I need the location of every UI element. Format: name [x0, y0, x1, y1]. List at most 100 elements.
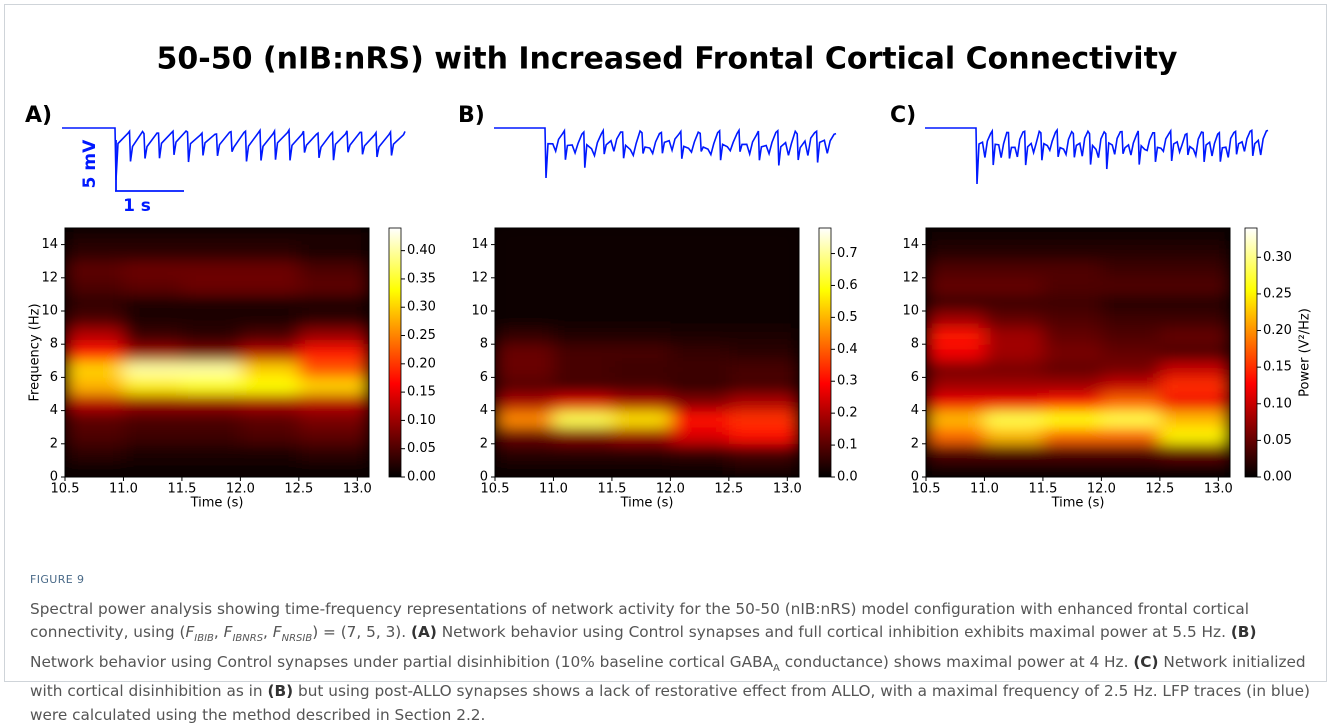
heat-cell	[1101, 277, 1161, 295]
heat-cell	[123, 244, 183, 262]
heat-cell	[1159, 443, 1231, 461]
heat-cell	[123, 294, 183, 312]
heat-cell	[1101, 294, 1161, 312]
heat-cell	[181, 410, 241, 428]
heat-cell	[181, 377, 241, 395]
heat-cell	[984, 228, 1044, 246]
heat-cell	[495, 394, 554, 412]
heat-cell	[123, 360, 183, 378]
lfp-trace	[494, 127, 837, 179]
heat-cell	[65, 277, 124, 295]
y-tick-label: 14	[902, 237, 919, 252]
heat-cell	[1159, 327, 1231, 345]
heat-cell	[728, 228, 800, 246]
heat-cell	[1159, 360, 1231, 378]
heat-cell	[984, 261, 1044, 279]
heat-cell	[65, 360, 124, 378]
y-tick-label: 6	[911, 370, 919, 385]
heat-cell	[984, 360, 1044, 378]
heat-cell	[728, 294, 800, 312]
heat-cell	[123, 261, 183, 279]
caption-text: Network behavior using Control synapses …	[30, 652, 774, 671]
colorbar-tick-label: 0.6	[837, 278, 858, 293]
heat-cell	[181, 228, 241, 246]
plot-frame	[925, 227, 1231, 478]
heat-cell	[1042, 443, 1102, 461]
heat-cell	[553, 261, 613, 279]
heat-cell	[926, 294, 985, 312]
y-tick-label: 2	[480, 436, 488, 451]
colorbar-tick-label: 0.15	[407, 385, 436, 400]
heat-cell	[123, 344, 183, 362]
heat-cell	[298, 277, 370, 295]
heat-cell	[984, 294, 1044, 312]
heat-cell	[123, 311, 183, 329]
y-tick-label: 10	[471, 304, 488, 319]
heat-cell	[181, 394, 241, 412]
heat-cell	[1042, 244, 1102, 262]
panel-label: B)	[458, 103, 485, 128]
heat-cell	[1101, 460, 1161, 478]
colorbar-tick-label: 0.2	[837, 406, 858, 421]
colorbar	[388, 227, 402, 478]
heat-cell	[984, 427, 1044, 445]
heat-cell	[1159, 294, 1231, 312]
colorbar-tick-label: 0.15	[1263, 360, 1292, 375]
y-tick-label: 12	[902, 270, 919, 285]
colorbar-tick-label: 0.4	[837, 342, 858, 357]
y-tick-label: 14	[41, 237, 58, 252]
heat-cell	[495, 228, 554, 246]
heat-cell	[240, 277, 300, 295]
heat-cell	[670, 311, 730, 329]
heat-cell	[1159, 244, 1231, 262]
heat-cell	[728, 394, 800, 412]
heat-cell	[495, 294, 554, 312]
y-tick-label: 6	[50, 370, 58, 385]
heat-cell	[298, 294, 370, 312]
heat-cell	[1159, 377, 1231, 395]
colorbar-tick-label: 0.10	[407, 413, 436, 428]
heat-cell	[240, 261, 300, 279]
heat-cell	[495, 460, 554, 478]
x-tick-label: 12.5	[284, 482, 313, 497]
heat-cell	[611, 294, 671, 312]
heat-cell	[1101, 311, 1161, 329]
heat-cell	[181, 443, 241, 461]
plot-frame	[64, 227, 370, 478]
heat-cell	[298, 344, 370, 362]
heat-cell	[1101, 327, 1161, 345]
heat-cell	[65, 294, 124, 312]
heat-cell	[298, 228, 370, 246]
heat-cell	[240, 327, 300, 345]
heat-cell	[984, 460, 1044, 478]
figure: 50-50 (nIB:nRS) with Increased Frontal C…	[25, 42, 1313, 511]
x-tick-label: 12.0	[656, 482, 685, 497]
x-tick-label: 12.5	[1145, 482, 1174, 497]
heat-cell	[926, 244, 985, 262]
heat-cell	[611, 460, 671, 478]
colorbar	[1244, 227, 1258, 478]
plot-frame	[494, 227, 800, 478]
y-tick-label: 8	[911, 337, 919, 352]
heat-cell	[611, 228, 671, 246]
heat-cell	[298, 460, 370, 478]
x-tick-label: 11.5	[1028, 482, 1057, 497]
y-axis-label: Frequency (Hz)	[28, 303, 43, 401]
y-tick-label: 10	[41, 304, 58, 319]
lfp-trace	[925, 127, 1269, 185]
heat-cell	[926, 261, 985, 279]
heat-cell	[926, 311, 985, 329]
heat-cell	[1159, 277, 1231, 295]
heat-cell	[1042, 294, 1102, 312]
heat-cell	[926, 443, 985, 461]
heat-cell	[298, 394, 370, 412]
y-tick-label: 0	[480, 470, 488, 485]
heat-cell	[298, 443, 370, 461]
heat-cell	[240, 394, 300, 412]
colorbar-tick-label: 0.00	[1263, 470, 1292, 485]
heat-cell	[1159, 344, 1231, 362]
colorbar-tick-label: 0.00	[407, 470, 436, 485]
heat-cell	[984, 377, 1044, 395]
heat-cell	[670, 327, 730, 345]
heat-cell	[298, 427, 370, 445]
